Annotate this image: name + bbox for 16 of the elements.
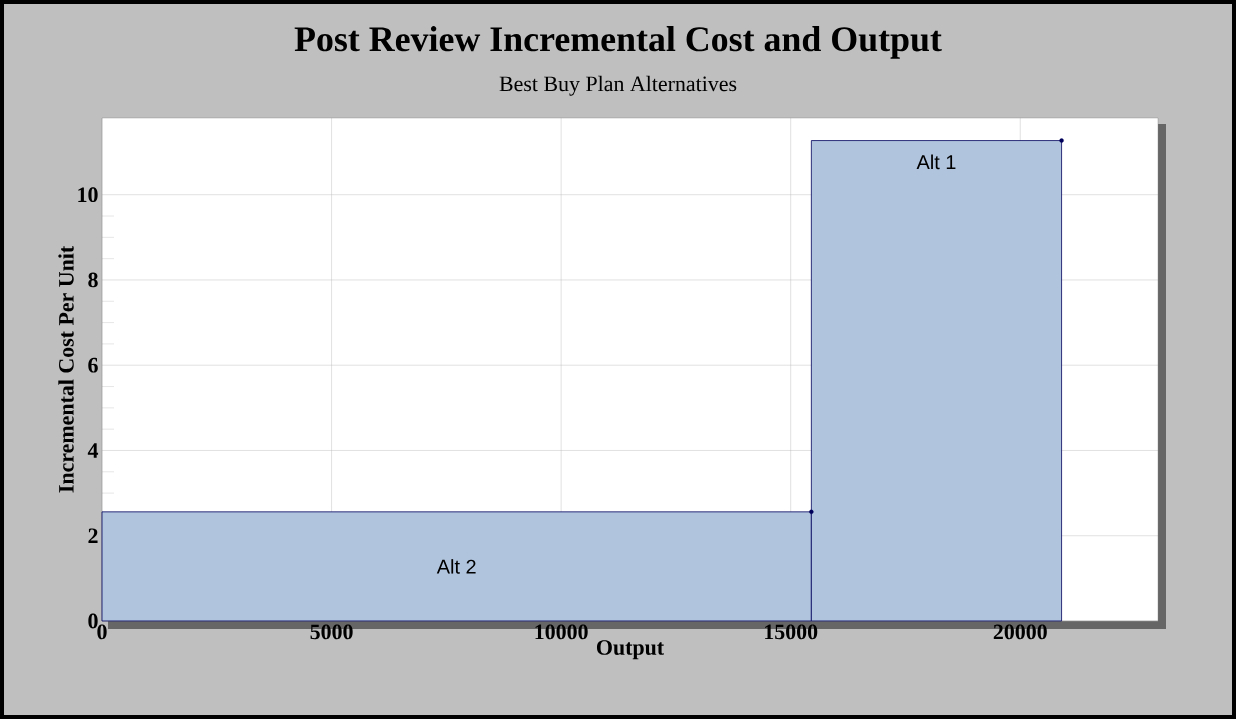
y-tick-label: 2 (88, 528, 98, 543)
chart-subtitle: Best Buy Plan Alternatives (499, 75, 737, 96)
chart-title: Post Review Incremental Cost and Output (294, 26, 942, 59)
y-tick-label: 4 (87, 443, 99, 458)
y-axis-title: Incremental Cost Per Unit (58, 245, 74, 493)
annotation: Alt 1 (916, 154, 956, 170)
y-tick-label: 6 (88, 357, 98, 373)
y-tick-label: 8 (88, 272, 98, 288)
y-tick-label: 0 (88, 613, 98, 629)
annotation: Alt 2 (436, 559, 476, 574)
x-axis-title: Output (596, 640, 665, 660)
y-tick-label: 10 (78, 187, 98, 203)
x-tick-label: 10000 (535, 624, 588, 640)
x-tick-label: 20000 (993, 624, 1047, 640)
x-tick-label: 15000 (765, 624, 818, 640)
x-tick-label: 5000 (310, 624, 353, 640)
